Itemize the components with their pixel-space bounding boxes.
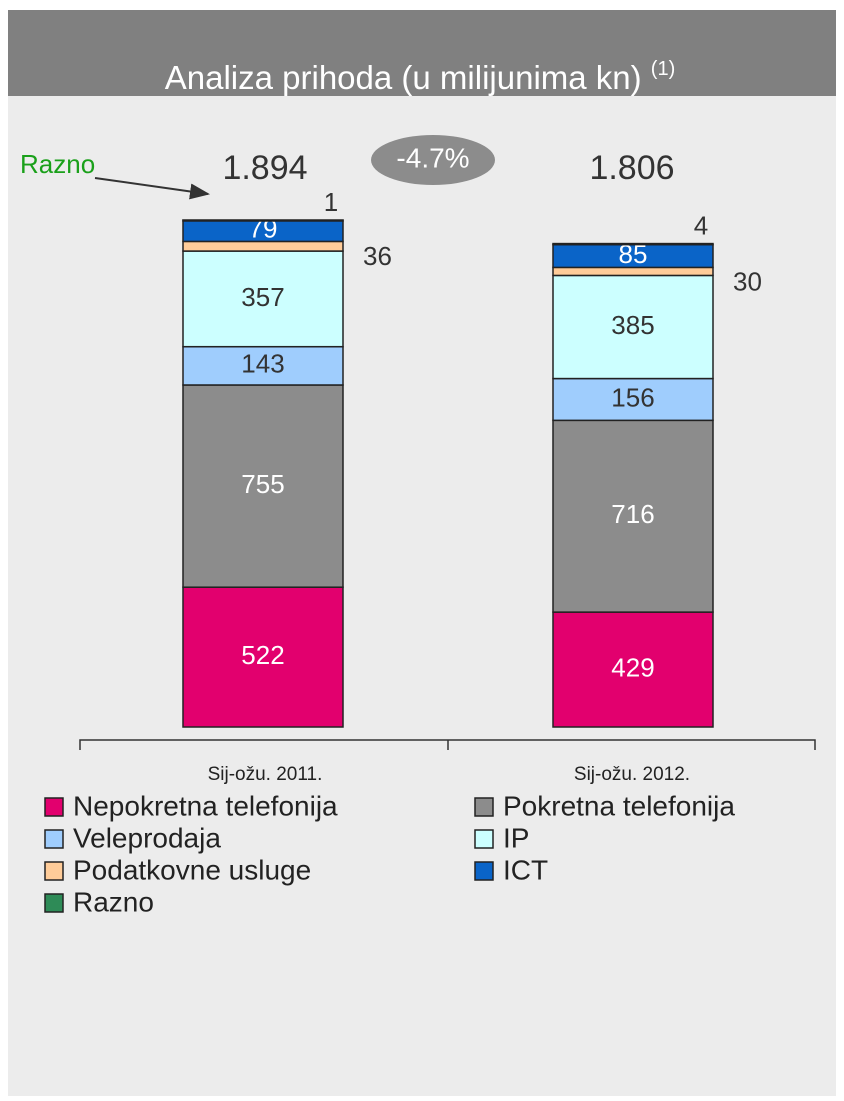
legend-label: Podatkovne usluge [73,854,311,885]
bar-segment [552,419,714,613]
x-tick-label: Sij-ožu. 2012. [574,764,690,785]
value-label: 716 [611,499,654,529]
annotation-arrow [94,177,210,200]
value-label: 143 [241,349,284,379]
value-label: 30 [733,266,762,296]
legend-swatch [474,861,494,881]
legend-swatch [44,861,64,881]
bar-segment [182,219,344,222]
legend-swatch [474,797,494,817]
legend-swatch [44,829,64,849]
bar-segment [182,250,344,348]
chart-title: Analiza prihoda (u milijunima kn) (1) [165,58,676,95]
value-label: 4 [694,210,708,240]
value-label: 522 [241,640,284,670]
bar-segment [182,586,344,728]
legend-label: Razno [73,886,154,917]
legend-swatch [44,893,64,913]
annotation: Razno [20,149,95,179]
legend-label: ICT [503,854,548,885]
title-note: (1) [651,58,675,80]
legend-swatch [44,797,64,817]
value-label: 385 [611,310,654,340]
legend-label: IP [503,822,529,853]
value-label: 36 [363,241,392,271]
bar-segment [552,274,714,380]
value-label: 755 [241,469,284,499]
value-label: 357 [241,282,284,312]
total-label: 1.806 [589,149,674,187]
change-badge [371,135,495,185]
title-text: Analiza prihoda (u milijunima kn) [165,59,642,96]
value-label: 1 [324,187,338,217]
change-label: -4.7% [396,142,469,173]
value-label: 429 [611,652,654,682]
bar-segment [552,242,714,246]
bar-segment [182,384,344,588]
total-label: 1.894 [222,149,307,187]
value-label: 156 [611,382,654,412]
title-bar [8,10,836,96]
legend-label: Pokretna telefonija [503,790,735,821]
legend-label: Veleprodaja [73,822,221,853]
legend-swatch [474,829,494,849]
value-label: 79 [249,214,278,244]
x-axis [79,739,816,750]
legend-label: Nepokretna telefonija [73,790,338,821]
x-tick-label: Sij-ožu. 2011. [208,764,323,785]
